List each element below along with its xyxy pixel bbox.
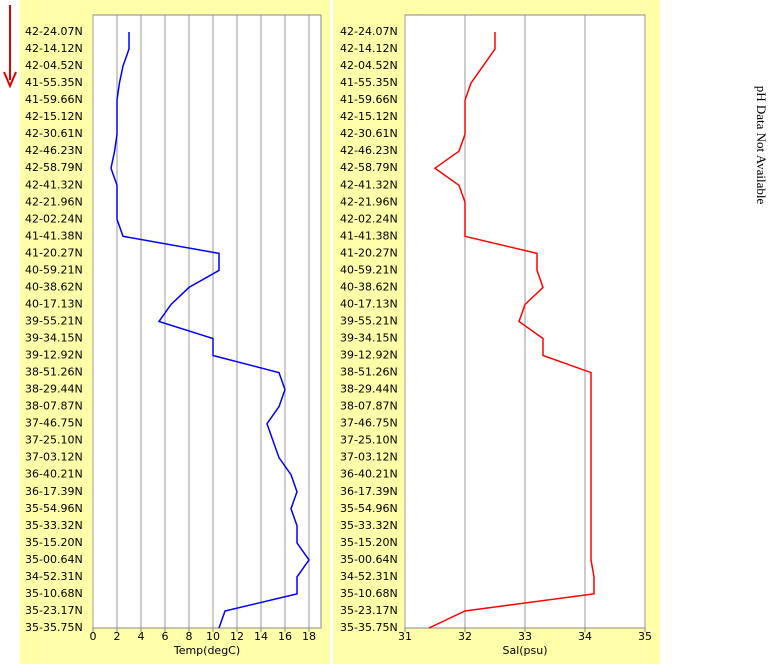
y-tick-label: 35-23.17N: [25, 604, 83, 617]
x-tick-label: 35: [638, 630, 652, 643]
y-tick-label: 37-46.75N: [25, 417, 83, 430]
y-tick-label: 41-41.38N: [340, 229, 398, 242]
y-tick-label: 34-52.31N: [340, 570, 398, 583]
y-tick-label: 42-58.79N: [25, 161, 83, 174]
y-tick-label: 38-29.44N: [25, 383, 83, 396]
direction-arrow-head: [3, 71, 17, 89]
y-tick-label: 39-34.15N: [25, 332, 83, 345]
x-tick-label: 0: [90, 630, 97, 643]
y-tick-label: 40-17.13N: [340, 297, 398, 310]
y-tick-label: 40-38.62N: [340, 280, 398, 293]
y-tick-label: 42-04.52N: [340, 59, 398, 72]
y-tick-label: 42-15.12N: [340, 110, 398, 123]
y-tick-label: 35-35.75N: [25, 621, 83, 634]
y-tick-label: 42-21.96N: [25, 195, 83, 208]
y-tick-label: 35-10.68N: [25, 587, 83, 600]
x-tick-label: 2: [114, 630, 121, 643]
y-tick-label: 41-55.35N: [340, 76, 398, 89]
y-tick-label: 35-33.32N: [340, 519, 398, 532]
y-tick-label: 37-46.75N: [340, 417, 398, 430]
y-tick-label: 42-58.79N: [340, 161, 398, 174]
y-tick-label: 37-25.10N: [25, 434, 83, 447]
y-tick-label: 38-51.26N: [340, 366, 398, 379]
y-tick-label: 42-41.32N: [25, 178, 83, 191]
y-tick-label: 35-00.64N: [25, 553, 83, 566]
y-tick-label: 42-24.07N: [340, 25, 398, 38]
y-tick-label: 36-17.39N: [25, 485, 83, 498]
x-tick-label: 33: [518, 630, 532, 643]
y-tick-label: 41-55.35N: [25, 76, 83, 89]
y-tick-label: 39-12.92N: [25, 349, 83, 362]
data-line: [428, 32, 595, 629]
y-tick-label: 42-41.32N: [340, 178, 398, 191]
x-tick-label: 12: [230, 630, 244, 643]
y-tick-label: 39-55.21N: [25, 314, 83, 327]
y-tick-label: 39-34.15N: [340, 332, 398, 345]
y-tick-label: 41-41.38N: [25, 229, 83, 242]
y-tick-label: 35-33.32N: [25, 519, 83, 532]
y-tick-label: 38-51.26N: [25, 366, 83, 379]
annotation: pH Data Not Available: [754, 86, 769, 205]
y-tick-label: 39-12.92N: [340, 349, 398, 362]
y-tick-label: 38-29.44N: [340, 383, 398, 396]
y-tick-label: 41-20.27N: [25, 246, 83, 259]
y-tick-label: 42-24.07N: [25, 25, 83, 38]
y-tick-label: 37-25.10N: [340, 434, 398, 447]
x-tick-label: 31: [398, 630, 412, 643]
y-tick-label: 36-17.39N: [340, 485, 398, 498]
y-tick-label: 34-52.31N: [25, 570, 83, 583]
y-tick-label: 42-15.12N: [25, 110, 83, 123]
y-tick-label: 37-03.12N: [340, 451, 398, 464]
y-tick-label: 42-30.61N: [25, 127, 83, 140]
y-tick-label: 40-59.21N: [340, 263, 398, 276]
y-tick-label: 38-07.87N: [25, 400, 83, 413]
y-tick-label: 35-23.17N: [340, 604, 398, 617]
x-tick-label: 16: [278, 630, 292, 643]
x-tick-label: 8: [186, 630, 193, 643]
y-tick-label: 42-02.24N: [25, 212, 83, 225]
y-tick-label: 35-35.75N: [340, 621, 398, 634]
y-tick-label: 41-59.66N: [25, 93, 83, 106]
y-tick-label: 42-46.23N: [340, 144, 398, 157]
y-tick-label: 40-17.13N: [25, 297, 83, 310]
y-tick-label: 41-59.66N: [340, 93, 398, 106]
y-tick-label: 35-10.68N: [340, 587, 398, 600]
x-tick-label: 34: [578, 630, 592, 643]
y-tick-label: 38-07.87N: [340, 400, 398, 413]
y-tick-label: 35-15.20N: [340, 536, 398, 549]
y-tick-label: 37-03.12N: [25, 451, 83, 464]
y-tick-label: 42-02.24N: [340, 212, 398, 225]
y-tick-label: 42-46.23N: [25, 144, 83, 157]
y-tick-label: 40-38.62N: [25, 280, 83, 293]
y-tick-label: 35-00.64N: [340, 553, 398, 566]
y-tick-label: 42-14.12N: [340, 42, 398, 55]
x-tick-label: 18: [302, 630, 316, 643]
x-tick-label: 14: [254, 630, 268, 643]
data-line: [110, 32, 310, 629]
x-tick-label: 4: [138, 630, 145, 643]
x-tick-label: 32: [458, 630, 472, 643]
y-tick-label: 42-21.96N: [340, 195, 398, 208]
y-tick-label: 36-40.21N: [25, 468, 83, 481]
x-tick-label: 6: [162, 630, 169, 643]
y-tick-label: 41-20.27N: [340, 246, 398, 259]
y-tick-label: 39-55.21N: [340, 314, 398, 327]
x-axis-label: Temp(degC): [173, 644, 240, 657]
x-tick-label: 10: [206, 630, 220, 643]
y-tick-label: 35-54.96N: [340, 502, 398, 515]
y-tick-label: 35-15.20N: [25, 536, 83, 549]
y-tick-label: 40-59.21N: [25, 263, 83, 276]
y-tick-label: 42-30.61N: [340, 127, 398, 140]
y-tick-label: 42-14.12N: [25, 42, 83, 55]
y-tick-label: 42-04.52N: [25, 59, 83, 72]
plot-area: [92, 14, 322, 629]
x-axis-label: Sal(psu): [502, 644, 547, 657]
y-tick-label: 36-40.21N: [340, 468, 398, 481]
y-tick-label: 35-54.96N: [25, 502, 83, 515]
